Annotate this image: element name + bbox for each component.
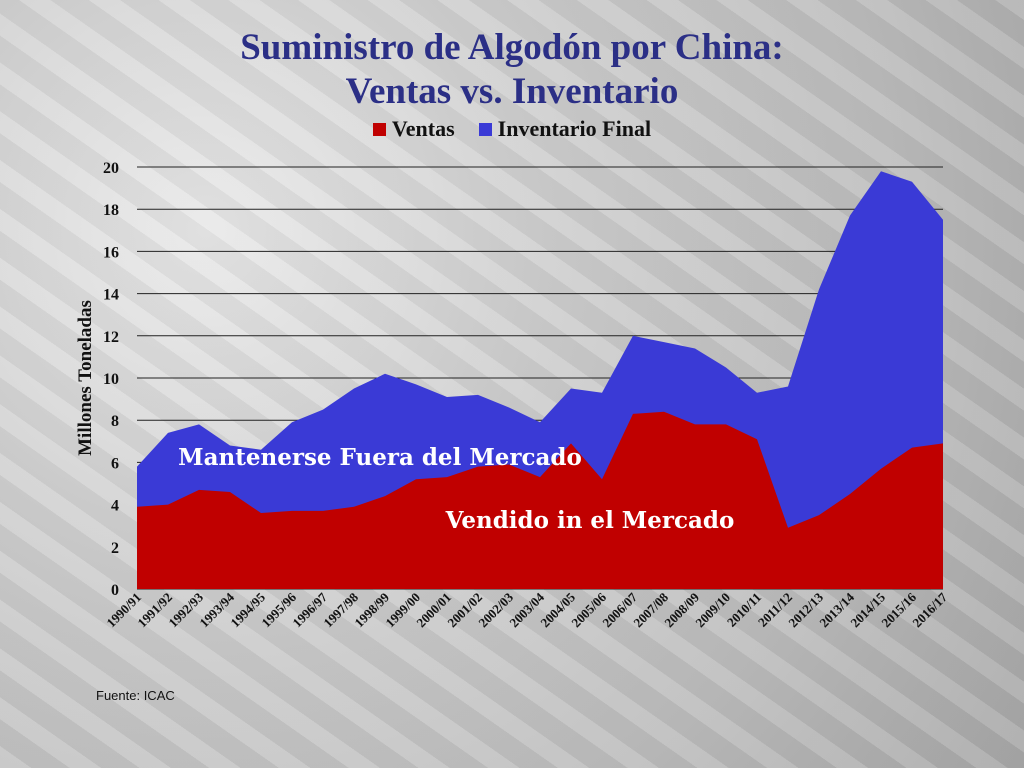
title-line-1: Suministro de Algodón por China: [240, 27, 784, 68]
y-tick-label: 4 [111, 498, 119, 515]
y-tick-label: 12 [103, 329, 119, 346]
y-tick-label: 6 [111, 455, 119, 472]
legend-label-ventas: Ventas [391, 116, 455, 141]
legend-label-inventario: Inventario Final [497, 116, 652, 141]
y-tick-label: 16 [103, 244, 119, 261]
y-tick-label: 14 [103, 287, 119, 304]
legend-swatch-ventas [372, 122, 386, 136]
y-tick-label: 18 [103, 202, 119, 219]
title-line-2: Ventas vs. Inventario [345, 71, 679, 112]
legend: Ventas Inventario Final [0, 116, 1024, 142]
annotation-outside-market: Mantenerse Fuera del Mercado [178, 444, 582, 471]
y-tick-label: 10 [103, 371, 119, 388]
legend-swatch-inventario [478, 122, 492, 136]
y-axis-label: Millones Toneladas [75, 300, 96, 456]
source-note: Fuente: ICAC [96, 688, 175, 703]
y-tick-label: 0 [111, 582, 119, 599]
annotation-sold-market: Vendido in el Mercado [445, 507, 735, 534]
chart-title: Suministro de Algodón por China: Ventas … [0, 26, 1024, 114]
x-tick-label: 2009/10 [692, 590, 733, 631]
x-tick-label: 2016/17 [909, 589, 950, 630]
y-tick-label: 8 [111, 413, 119, 430]
legend-item-inventario: Inventario Final [478, 116, 652, 142]
legend-item-ventas: Ventas [372, 116, 455, 142]
y-tick-label: 20 [103, 160, 119, 177]
y-tick-label: 2 [111, 540, 119, 557]
series-area-ventas [137, 411, 943, 589]
